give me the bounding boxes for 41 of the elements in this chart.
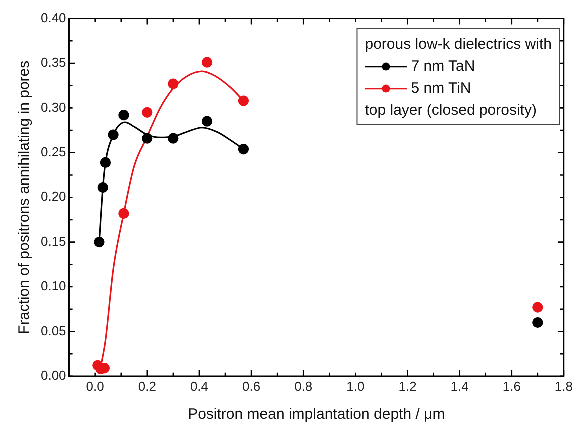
point bbox=[238, 96, 250, 106]
x-tick-label: 1.2 bbox=[398, 378, 417, 394]
point bbox=[532, 302, 544, 313]
point bbox=[118, 208, 130, 219]
point bbox=[100, 157, 112, 168]
point bbox=[202, 116, 213, 127]
point bbox=[118, 110, 130, 121]
x-tick-label: 0.4 bbox=[190, 378, 209, 394]
x-tick-label: 1.4 bbox=[450, 378, 469, 394]
x-axis-title: Positron mean implantation depth / μm bbox=[188, 406, 446, 424]
x-tick-label: 1.6 bbox=[502, 378, 521, 394]
y-tick-label: 0.05 bbox=[40, 323, 66, 338]
point bbox=[98, 182, 108, 194]
y-tick-label: 0.30 bbox=[40, 100, 66, 115]
annotation: top layer (closed porosity) bbox=[365, 102, 537, 119]
y-tick-label: 0.10 bbox=[40, 278, 66, 294]
y-tick-label: 0.20 bbox=[40, 189, 66, 204]
point bbox=[94, 237, 105, 248]
legend-label: 7 nm TaN bbox=[411, 58, 476, 75]
x-tick-label: 0.2 bbox=[138, 378, 156, 394]
point bbox=[532, 317, 544, 328]
point bbox=[108, 130, 119, 140]
x-tick-label: 0.8 bbox=[294, 378, 313, 394]
point bbox=[142, 107, 153, 118]
point bbox=[142, 133, 153, 144]
y-tick-label: 0.15 bbox=[40, 234, 66, 249]
y-axis-title: Fraction of positrons annihilating in pores bbox=[16, 60, 34, 334]
y-tick-label: 0.00 bbox=[40, 368, 66, 383]
y-tick-label: 0.35 bbox=[40, 55, 66, 70]
y-tick-label: 0.25 bbox=[40, 144, 66, 160]
point bbox=[168, 78, 179, 90]
x-tick-label: 0.0 bbox=[86, 378, 104, 394]
x-tick-label: 1.0 bbox=[346, 378, 365, 394]
legend-label: 5 nm TiN bbox=[411, 80, 472, 97]
point bbox=[238, 144, 250, 155]
x-tick-label: 1.8 bbox=[554, 378, 574, 394]
x-tick-label: 0.6 bbox=[242, 378, 261, 394]
legend-title: porous low-k dielectrics with bbox=[365, 36, 552, 53]
point bbox=[168, 133, 179, 144]
y-tick-label: 0.40 bbox=[40, 10, 66, 26]
point bbox=[202, 57, 213, 68]
